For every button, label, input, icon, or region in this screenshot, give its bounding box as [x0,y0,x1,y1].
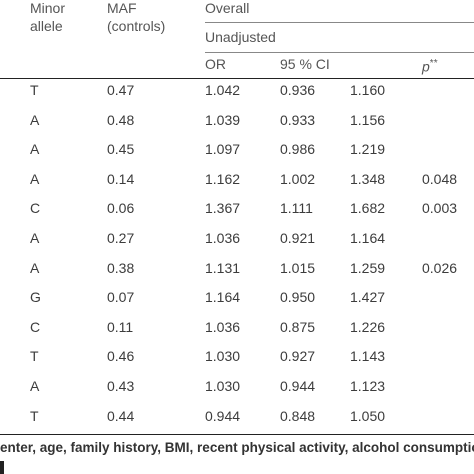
cell-ci-high: 1.143 [350,348,386,364]
header-maf-line2: (controls) [107,18,166,34]
cell-or: 1.131 [205,260,241,276]
cell-or: 1.367 [205,200,241,216]
cell-p: 0.026 [422,260,458,276]
cell-ci-high: 1.164 [350,230,386,246]
cell-allele: A [30,171,40,187]
cell-maf: 0.06 [107,200,135,216]
cell-p: 0.003 [422,200,458,216]
cell-allele: A [30,230,40,246]
header-or: OR [205,56,226,72]
cell-ci-high: 1.123 [350,378,386,394]
cell-or: 1.036 [205,319,241,335]
cell-allele: T [30,348,39,364]
cell-ci-high: 1.259 [350,260,386,276]
cell-maf: 0.14 [107,171,135,187]
cell-or: 1.042 [205,82,241,98]
cell-maf: 0.27 [107,230,135,246]
cell-maf: 0.46 [107,348,135,364]
cell-ci-low: 0.927 [280,348,316,364]
cell-or: 1.030 [205,348,241,364]
cell-allele: A [30,141,40,157]
cell-ci-low: 1.015 [280,260,316,276]
header-p: p** [422,58,438,75]
footnote-fragment [0,461,4,474]
cell-allele: T [30,82,39,98]
cell-ci-low: 0.875 [280,319,316,335]
cell-maf: 0.38 [107,260,135,276]
cell-allele: A [30,112,40,128]
unadjusted-divider [205,52,474,53]
cell-or: 0.944 [205,408,241,424]
cell-allele: C [30,200,41,216]
header-minor-allele-line2: allele [30,18,63,34]
cell-ci-high: 1.156 [350,112,386,128]
cell-ci-low: 1.111 [280,200,313,216]
cell-maf: 0.45 [107,141,135,157]
cell-ci-low: 0.936 [280,82,316,98]
cell-p: 0.048 [422,171,458,187]
cell-ci-high: 1.682 [350,200,386,216]
cell-or: 1.164 [205,289,241,305]
table-footnote: enter, age, family history, BMI, recent … [0,440,474,455]
header-maf-line1: MAF [107,0,137,16]
cell-allele: A [30,260,40,276]
cell-ci-low: 0.921 [280,230,316,246]
cell-ci-high: 1.219 [350,141,386,157]
cell-ci-low: 0.848 [280,408,316,424]
cell-ci-high: 1.160 [350,82,386,98]
header-bottom-rule [0,78,474,79]
cell-or: 1.030 [205,378,241,394]
header-minor-allele-line1: Minor [30,0,66,16]
cell-allele: G [30,289,41,305]
cell-maf: 0.11 [107,319,134,335]
cell-allele: C [30,319,41,335]
cell-or: 1.036 [205,230,241,246]
cell-or: 1.097 [205,141,241,157]
cell-maf: 0.43 [107,378,135,394]
header-overall: Overall [205,0,250,16]
cell-maf: 0.44 [107,408,135,424]
header-ci: 95 % CI [280,56,330,72]
cell-ci-high: 1.226 [350,319,386,335]
cell-ci-high: 1.050 [350,408,386,424]
cell-or: 1.039 [205,112,241,128]
cell-allele: A [30,378,40,394]
cell-ci-low: 0.933 [280,112,316,128]
cell-maf: 0.47 [107,82,135,98]
cell-maf: 0.07 [107,289,135,305]
cell-allele: T [30,408,39,424]
cell-or: 1.162 [205,171,241,187]
header-unadjusted: Unadjusted [205,29,276,45]
cell-ci-low: 0.944 [280,378,316,394]
cell-ci-low: 0.986 [280,141,316,157]
cell-maf: 0.48 [107,112,135,128]
cell-ci-low: 1.002 [280,171,316,187]
overall-divider [205,22,474,23]
cell-ci-low: 0.950 [280,289,316,305]
cell-ci-high: 1.427 [350,289,386,305]
cell-ci-high: 1.348 [350,171,386,187]
table-bottom-rule [0,434,474,435]
